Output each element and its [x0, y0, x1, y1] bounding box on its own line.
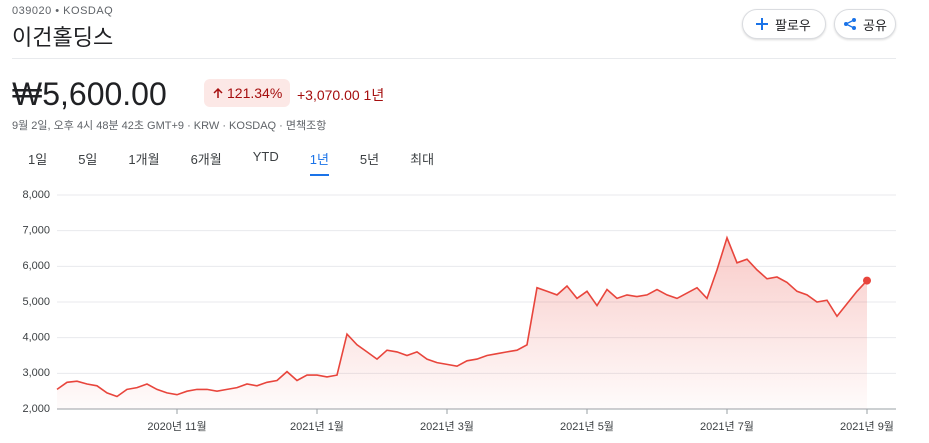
last-point	[863, 276, 871, 285]
y-tick-label: 7,000	[22, 225, 50, 237]
follow-button[interactable]: 팔로우	[742, 9, 826, 39]
timestamp: 9월 2일, 오후 4시 48분 42초 GMT+9 · KRW · KOSDA…	[12, 120, 327, 132]
price: ₩5,600.00	[12, 76, 167, 112]
x-tick-label: 2021년 1월	[290, 420, 344, 433]
y-tick-label: 3,000	[22, 367, 50, 379]
ticker: 039020 • KOSDAQ	[12, 5, 114, 17]
x-tick-label: 2021년 5월	[560, 420, 614, 433]
x-tick-label: 2021년 7월	[700, 420, 754, 433]
stock-name: 이건홀딩스	[12, 25, 114, 50]
x-tick-label: 2021년 9월	[840, 420, 894, 433]
y-tick-label: 5,000	[22, 296, 50, 308]
separator	[12, 58, 896, 59]
share-label[interactable]: 공유	[863, 17, 887, 33]
range-tab[interactable]: 1개월	[128, 152, 160, 167]
range-tab[interactable]: 5년	[359, 152, 380, 167]
y-tick-label: 6,000	[22, 260, 50, 272]
change-pct: 121.34%	[227, 85, 283, 101]
range-tab[interactable]: 1년	[309, 149, 329, 176]
range-tab[interactable]: 최대	[410, 152, 435, 167]
plus-icon	[756, 18, 768, 30]
x-tick-label: 2020년 11월	[147, 420, 206, 433]
change-badge: 121.34%	[204, 79, 291, 107]
range-tab[interactable]: 1일	[28, 152, 48, 167]
y-tick-label: 8,000	[22, 189, 50, 201]
range-tab[interactable]: 6개월	[190, 152, 222, 167]
range-tab[interactable]: YTD	[252, 149, 279, 164]
range-tabs: 1일 5일 1개월 6개월 YTD 1년 5년 최대	[12, 149, 449, 176]
chart: 2,000 3,000 4,000 5,000 6,000 7,000 8,000 2020년…	[22, 189, 896, 433]
y-tick-label: 2,000	[22, 403, 50, 415]
range-tab[interactable]: 5일	[78, 152, 98, 167]
y-tick-label: 4,000	[22, 332, 50, 344]
x-tick-label: 2021년 3월	[420, 420, 474, 433]
area-fill	[57, 237, 867, 409]
up-arrow	[213, 87, 223, 98]
change-abs: +3,070.00 1년	[297, 87, 385, 103]
share-button[interactable]: 공유	[834, 9, 896, 39]
price-line	[56, 235, 868, 398]
follow-label[interactable]: 팔로우	[775, 17, 811, 33]
share-icon	[844, 18, 856, 30]
